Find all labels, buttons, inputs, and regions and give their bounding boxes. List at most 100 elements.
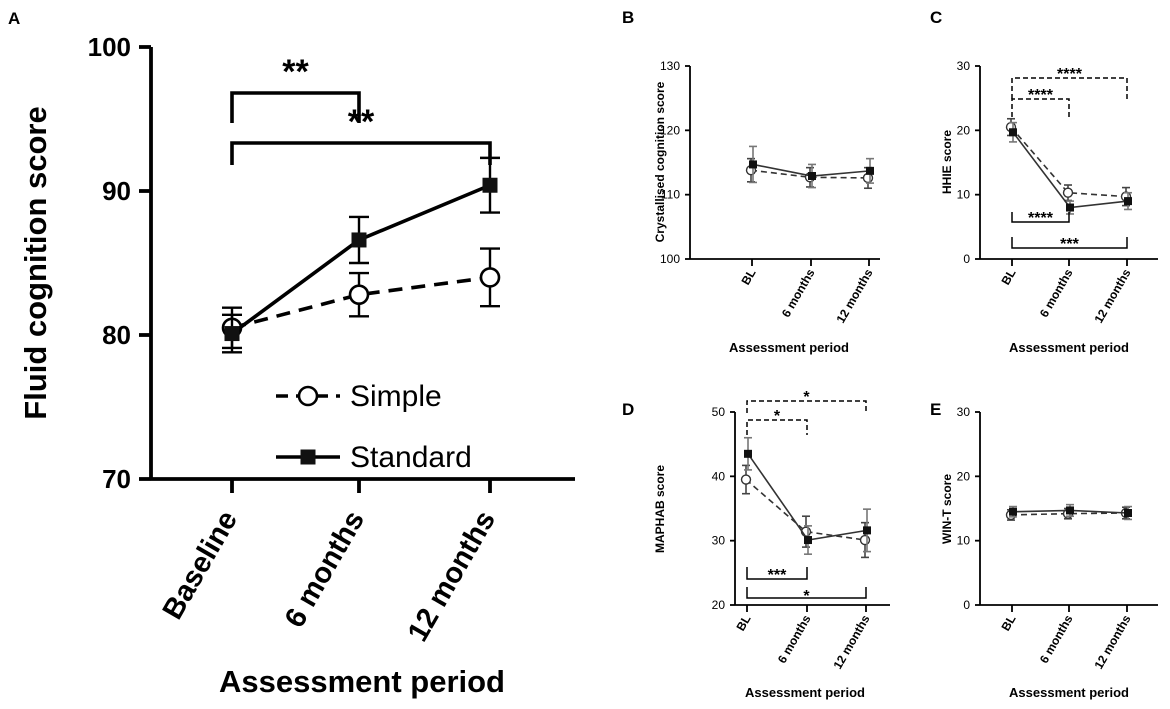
panel-a: A 70 80 90 100 Baseline 6 months 12 months Fluid… [8, 9, 575, 699]
y-tick-label: 40 [712, 469, 726, 483]
data-point [482, 177, 498, 193]
legend: Simple Standard [276, 380, 472, 474]
data-point [224, 326, 240, 342]
panel-d: D 20 30 40 50 BL 6 months 12 months MAPHAB score… [622, 389, 890, 700]
series-standard [222, 156, 500, 354]
panel-e: E 0 10 20 30 BL 6 months 12 months WIN-T score As… [930, 400, 1158, 700]
significance-bracket [1011, 237, 1128, 249]
series-line [231, 275, 491, 330]
series-standard [744, 436, 871, 555]
x-tick-label: 6 months [279, 506, 371, 634]
x-axis-title: Assessment period [219, 664, 505, 699]
significance-stars: * [803, 389, 810, 406]
significance-stars: *** [768, 567, 787, 584]
significance-stars: **** [1028, 87, 1054, 104]
x-tick-label: BL [738, 267, 758, 288]
series-simple [221, 247, 501, 350]
y-tick-label: 110 [661, 188, 680, 202]
data-point [1009, 507, 1017, 516]
series-line [230, 183, 491, 336]
y-tick-label: 130 [660, 59, 680, 73]
y-axis-title: MAPHAB score [653, 465, 667, 553]
y-tick-label: 120 [660, 123, 680, 137]
y-tick-label: 20 [957, 123, 971, 137]
y-tick-label: 90 [102, 176, 131, 206]
legend-marker [297, 385, 319, 407]
x-tick-label: BL [733, 613, 753, 634]
series-line [1010, 126, 1127, 198]
significance-stars: ** [348, 103, 375, 141]
data-point [859, 534, 871, 546]
significance-stars: **** [1028, 210, 1054, 227]
y-tick-label: 100 [88, 32, 131, 62]
data-point [804, 536, 812, 545]
x-tick-label: 6 months [775, 612, 814, 665]
y-tick-label: 0 [963, 252, 970, 266]
significance-stars: * [774, 408, 781, 425]
x-tick-label: BL [998, 267, 1018, 288]
x-tick-label: 12 months [402, 506, 502, 648]
x-tick-label: 6 months [1037, 612, 1076, 665]
x-tick-label: 6 months [1037, 266, 1076, 319]
panel-letter: B [622, 8, 634, 27]
data-point [1009, 128, 1017, 137]
y-tick-label: 10 [957, 188, 971, 202]
significance-bracket [1011, 77, 1128, 99]
data-point [749, 160, 757, 169]
x-tick-label: Baseline [157, 506, 244, 625]
y-axis-title: HHIE score [940, 130, 954, 194]
y-tick-label: 20 [712, 598, 726, 612]
x-axis-title: Assessment period [1009, 685, 1129, 700]
x-tick-label: 12 months [1091, 266, 1133, 325]
significance-bracket [746, 400, 867, 413]
data-point [351, 232, 367, 248]
significance-bracket [746, 587, 867, 599]
y-tick-label: 70 [102, 464, 131, 494]
data-point [348, 284, 370, 305]
series-simple [1005, 117, 1132, 207]
x-tick-label: 12 months [830, 612, 872, 671]
series-standard [1009, 503, 1132, 521]
data-point [1124, 197, 1132, 206]
legend-marker [300, 449, 316, 465]
y-tick-label: 100 [660, 252, 680, 266]
x-tick-label: 12 months [1091, 612, 1133, 671]
data-point [744, 449, 752, 458]
y-axis-title: Fluid cognition score [18, 106, 53, 419]
significance-stars: **** [1057, 66, 1083, 83]
y-axis-title: Crystallised cognition score [653, 81, 667, 242]
x-tick-label: 12 months [833, 266, 875, 325]
y-axis-title: WIN-T score [940, 474, 954, 544]
x-axis-title: Assessment period [729, 340, 849, 355]
data-point [740, 474, 752, 485]
y-tick-label: 50 [712, 405, 726, 419]
significance-bracket [1011, 212, 1070, 223]
y-tick-label: 80 [102, 320, 131, 350]
data-point [866, 166, 874, 175]
data-point [863, 526, 871, 535]
data-point [1066, 203, 1074, 212]
data-point [479, 267, 501, 288]
panel-letter: A [8, 9, 20, 28]
x-axis-title: Assessment period [1009, 340, 1129, 355]
legend-label: Standard [350, 441, 472, 474]
significance-stars: * [803, 588, 810, 605]
data-point [1124, 509, 1132, 518]
y-tick-label: 30 [957, 59, 971, 73]
legend-label: Simple [350, 380, 442, 413]
x-tick-label: 6 months [779, 266, 818, 319]
significance-bracket [230, 91, 361, 123]
y-tick-label: 30 [712, 534, 726, 548]
significance-bracket [230, 141, 492, 165]
significance-stars: ** [282, 53, 309, 91]
y-tick-label: 0 [963, 598, 970, 612]
significance-bracket [746, 567, 808, 580]
series-standard [749, 145, 874, 189]
significance-bracket [746, 419, 808, 435]
panel-b: B 100 110 120 130 BL 6 months 12 months Crystall… [622, 8, 880, 355]
series-line [1010, 512, 1127, 516]
panel-letter: E [930, 400, 941, 419]
panel-letter: C [930, 8, 942, 27]
y-tick-label: 30 [957, 405, 971, 419]
